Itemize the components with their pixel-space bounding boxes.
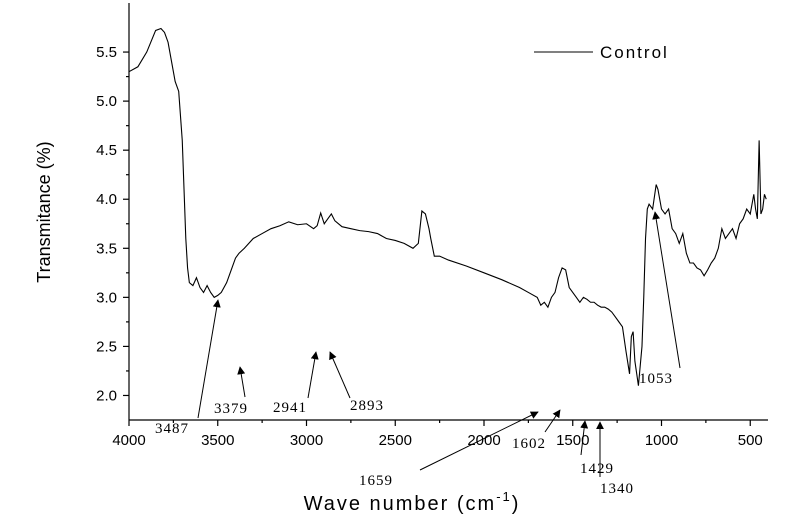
peak-label: 1659 [359,473,393,489]
y-tick-label: 4.0 [96,191,117,208]
y-tick-label: 2.5 [96,338,117,355]
peak-label: 1429 [580,461,614,477]
peak-label: 3379 [214,401,248,417]
peak-label: 2941 [273,400,307,416]
x-tick-label: 3500 [201,432,234,449]
y-axis-label: Transmitance (%) [34,141,54,282]
y-tick-label: 4.5 [96,142,117,159]
peak-arrow [329,351,351,399]
peak-arrow [237,366,246,398]
y-tick-label: 5.5 [96,44,117,61]
peak-arrow [580,420,589,456]
peak-label: 1053 [639,371,673,387]
peak-arrow [652,211,681,369]
x-axis-label-sup: -1 [496,489,512,504]
peak-arrow [197,299,221,419]
peak-label: 1602 [512,436,546,452]
spectrum-line [128,27,767,386]
x-tick-label: 4000 [112,432,145,449]
peak-arrow [307,351,319,399]
peak-label: 3487 [155,421,189,437]
x-tick-label: 2500 [379,432,412,449]
y-tick-label: 5.0 [96,93,117,110]
x-tick-label: 3000 [290,432,323,449]
peak-arrow [419,411,539,471]
peak-arrow [544,409,561,433]
y-tick-label: 3.0 [96,289,117,306]
x-tick-label: 500 [738,432,763,449]
x-axis-label-end: ) [512,493,521,515]
peak-label: 1340 [600,481,634,497]
x-axis-label-main: Wave number (cm [304,493,497,515]
peak-label: 2893 [350,398,384,414]
x-tick-label: 1500 [556,432,589,449]
x-tick-label: 2000 [467,432,500,449]
y-tick-label: 3.5 [96,240,117,257]
x-tick-label: 1000 [645,432,678,449]
legend-label: Control [600,43,669,62]
y-tick-label: 2.0 [96,387,117,404]
x-axis-label: Wave number (cm-1) [304,489,521,515]
